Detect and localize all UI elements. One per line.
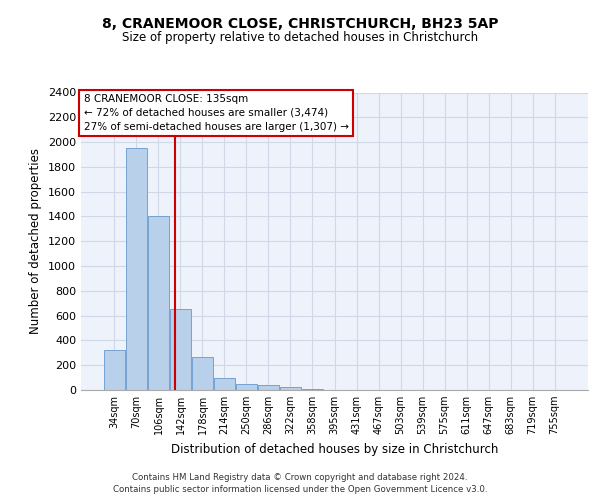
Bar	[258, 385, 279, 390]
Bar	[104, 350, 125, 390]
Bar	[126, 148, 147, 390]
Bar	[280, 387, 301, 390]
Text: 8 CRANEMOOR CLOSE: 135sqm
← 72% of detached houses are smaller (3,474)
27% of se: 8 CRANEMOOR CLOSE: 135sqm ← 72% of detac…	[83, 94, 349, 132]
Bar	[302, 389, 323, 390]
Bar	[148, 216, 169, 390]
Bar	[214, 378, 235, 390]
Y-axis label: Number of detached properties: Number of detached properties	[29, 148, 43, 334]
Bar	[192, 356, 213, 390]
Bar	[236, 384, 257, 390]
X-axis label: Distribution of detached houses by size in Christchurch: Distribution of detached houses by size …	[171, 442, 498, 456]
Text: 8, CRANEMOOR CLOSE, CHRISTCHURCH, BH23 5AP: 8, CRANEMOOR CLOSE, CHRISTCHURCH, BH23 5…	[102, 18, 498, 32]
Bar	[170, 310, 191, 390]
Text: Size of property relative to detached houses in Christchurch: Size of property relative to detached ho…	[122, 31, 478, 44]
Text: Contains HM Land Registry data © Crown copyright and database right 2024.
Contai: Contains HM Land Registry data © Crown c…	[113, 473, 487, 494]
